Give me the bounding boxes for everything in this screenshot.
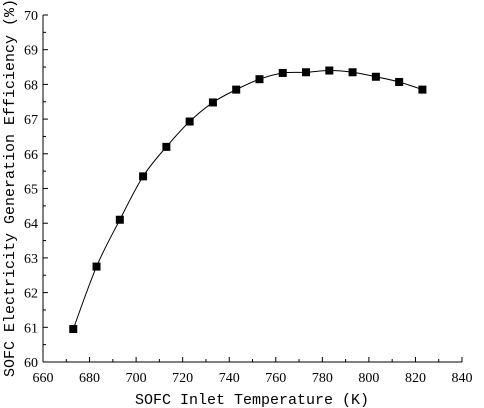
y-tick-label: 60	[24, 356, 38, 371]
data-point	[185, 117, 194, 126]
x-ticks: 660 680 700 720 740 760 780 800 820 840	[33, 357, 473, 386]
series-line	[72, 70, 423, 330]
data-point	[92, 262, 101, 271]
y-tick-label: 67	[24, 113, 38, 128]
y-ticks: 60 61 62 63 64 65 66 67 68 69 70	[24, 9, 48, 371]
data-point	[208, 98, 217, 107]
data-point	[232, 85, 241, 94]
y-tick-label: 70	[24, 9, 38, 24]
x-tick-label: 720	[172, 371, 193, 386]
x-tick-label: 800	[358, 371, 379, 386]
plot-area	[42, 15, 462, 363]
x-tick-label: 700	[126, 371, 147, 386]
x-tick-label: 680	[79, 371, 100, 386]
x-tick-label: 820	[405, 371, 426, 386]
y-tick-label: 62	[24, 287, 38, 302]
y-tick-label: 64	[24, 217, 38, 232]
x-tick-label: 780	[312, 371, 333, 386]
x-tick-label: 740	[219, 371, 240, 386]
x-tick-label: 760	[265, 371, 286, 386]
series	[69, 66, 427, 334]
data-point	[395, 77, 404, 86]
x-tick-label: 660	[33, 371, 54, 386]
y-tick-label: 66	[24, 148, 38, 163]
data-point	[302, 68, 311, 77]
y-tick-label: 68	[24, 78, 38, 93]
data-point	[162, 142, 171, 151]
y-tick-label: 61	[24, 321, 38, 336]
data-point	[139, 172, 148, 181]
y-tick-label: 65	[24, 183, 38, 198]
x-tick-label: 840	[452, 371, 473, 386]
data-point	[115, 215, 124, 224]
data-point	[371, 72, 380, 81]
x-axis-title: SOFC Inlet Temperature (K)	[135, 392, 369, 408]
y-tick-label: 63	[24, 252, 38, 267]
y-axis-title: SOFC Electricity Generation Efficiency (…	[2, 0, 19, 377]
data-point	[255, 75, 264, 84]
data-point	[69, 325, 78, 334]
data-point	[348, 68, 357, 77]
data-point	[418, 85, 427, 94]
data-point	[278, 68, 287, 77]
data-point	[325, 66, 334, 75]
y-tick-label: 69	[24, 44, 38, 59]
